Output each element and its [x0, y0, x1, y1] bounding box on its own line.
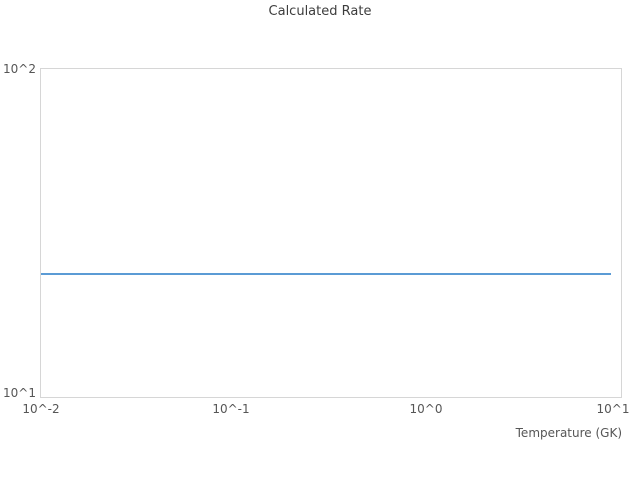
- x-tick-label-0p01: 10^-2: [22, 402, 60, 416]
- x-tick-label-0p1: 10^-1: [212, 402, 250, 416]
- x-axis-label: Temperature (GK): [515, 426, 622, 440]
- x-tick-label-10: 10^1: [596, 402, 630, 416]
- y-tick-label-10: 10^1: [3, 386, 36, 400]
- rate-line-series: [41, 273, 611, 275]
- y-tick-label-100: 10^2: [3, 62, 36, 76]
- chart-title: Calculated Rate: [268, 4, 372, 19]
- plot-area: [40, 68, 622, 398]
- x-tick-label-1: 10^0: [409, 402, 443, 416]
